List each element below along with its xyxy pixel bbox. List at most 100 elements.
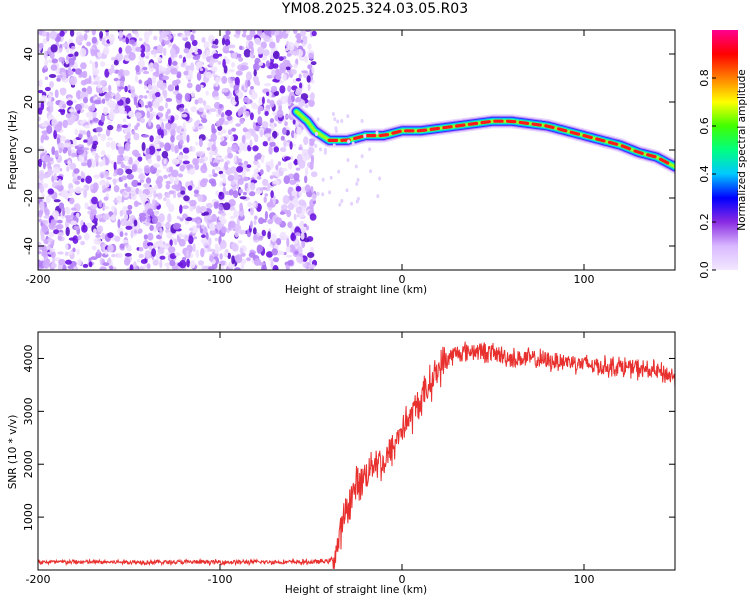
noise-blob: [276, 109, 284, 118]
noise-blob: [68, 187, 75, 194]
noise-blob: [124, 257, 131, 266]
noise-blob: [120, 163, 126, 169]
noise-blob: [102, 157, 106, 167]
noise-blob: [221, 37, 226, 46]
noise-blob: [257, 81, 260, 86]
noise-blob: [293, 63, 298, 69]
noise-blob: [168, 57, 172, 66]
noise-blob: [185, 65, 192, 71]
noise-blob: [239, 118, 244, 125]
ridge-core-segment: [467, 121, 479, 126]
noise-blob: [211, 45, 219, 49]
noise-blob: [194, 216, 202, 224]
noise-blob: [54, 150, 59, 158]
noise-blob: [174, 252, 181, 257]
noise-blob: [49, 30, 57, 40]
noise-blob: [144, 104, 149, 109]
noise-blob: [282, 127, 287, 135]
noise-blob: [48, 74, 57, 78]
noise-blob: [62, 206, 66, 217]
noise-blob: [73, 267, 77, 270]
noise-blob: [42, 259, 50, 269]
noise-blob: [252, 145, 259, 152]
noise-blob: [81, 224, 88, 233]
noise-blob: [112, 199, 119, 203]
noise-blob: [292, 119, 296, 125]
noise-blob: [279, 66, 286, 74]
noise-blob: [48, 222, 56, 230]
noise-blob: [168, 34, 172, 41]
noise-blob: [107, 244, 114, 253]
noise-blob: [180, 62, 186, 68]
noise-blob: [295, 167, 301, 171]
noise-blob: [236, 53, 242, 58]
noise-blob: [70, 114, 77, 121]
noise-blob: [257, 236, 264, 241]
noise-blob: [86, 136, 94, 145]
noise-blob: [145, 202, 153, 210]
noise-blob: [69, 162, 77, 170]
noise-blob: [158, 213, 165, 223]
noise-blob: [43, 238, 48, 245]
noise-blob: [40, 233, 45, 242]
noise-blob: [237, 240, 243, 244]
noise-blob: [242, 127, 248, 133]
noise-blob: [124, 85, 128, 93]
noise-blob: [97, 51, 102, 58]
noise-blob: [140, 117, 145, 124]
noise-blob: [287, 85, 292, 93]
noise-blob: [208, 237, 212, 246]
noise-blob: [173, 114, 179, 121]
ridge-core-segment: [416, 128, 428, 133]
noise-blob: [241, 85, 245, 91]
noise-blob: [107, 137, 113, 141]
noise-blob: [286, 254, 293, 258]
noise-blob: [275, 69, 281, 76]
noise-blob: [264, 193, 269, 197]
noise-blob: [270, 190, 274, 199]
noise-blob: [263, 30, 269, 35]
noise-blob: [146, 263, 151, 270]
noise-blob: [113, 59, 119, 66]
spectrogram-ytick-label: 20: [22, 95, 35, 109]
noise-blob: [293, 30, 298, 35]
noise-blob: [137, 156, 143, 162]
noise-blob: [169, 175, 174, 184]
noise-blob: [211, 59, 219, 63]
noise-blob: [311, 193, 317, 202]
noise-blob: [222, 186, 226, 193]
noise-blob: [100, 61, 106, 67]
noise-blob: [111, 253, 116, 258]
noise-blob: [142, 66, 148, 71]
noise-blob: [86, 85, 93, 95]
noise-blob: [272, 257, 280, 263]
noise-blob: [186, 164, 191, 169]
noise-blob: [178, 54, 183, 59]
noise-blob: [211, 144, 216, 152]
noise-blob: [238, 56, 243, 62]
noise-blob: [170, 48, 176, 56]
noise-blob: [54, 123, 62, 132]
noise-blob: [176, 215, 181, 220]
noise-blob: [287, 95, 291, 105]
noise-blob: [113, 172, 117, 177]
noise-blob: [42, 183, 49, 189]
noise-blob: [149, 113, 154, 121]
noise-blob: [50, 250, 56, 259]
noise-blob: [50, 44, 58, 53]
noise-blob: [164, 142, 171, 152]
noise-blob: [45, 246, 52, 250]
noise-blob: [44, 58, 49, 67]
noise-blob: [42, 219, 49, 224]
noise-blob: [147, 84, 153, 91]
noise-blob: [254, 154, 259, 162]
noise-blob: [301, 205, 306, 215]
noise-blob: [235, 70, 243, 76]
noise-blob: [189, 227, 194, 231]
noise-blob: [133, 132, 140, 141]
noise-blob: [276, 238, 282, 246]
noise-blob: [293, 172, 300, 181]
noise-blob: [149, 186, 155, 193]
spectrogram-xtick-label: -100: [208, 273, 233, 286]
noise-blob: [95, 152, 99, 163]
